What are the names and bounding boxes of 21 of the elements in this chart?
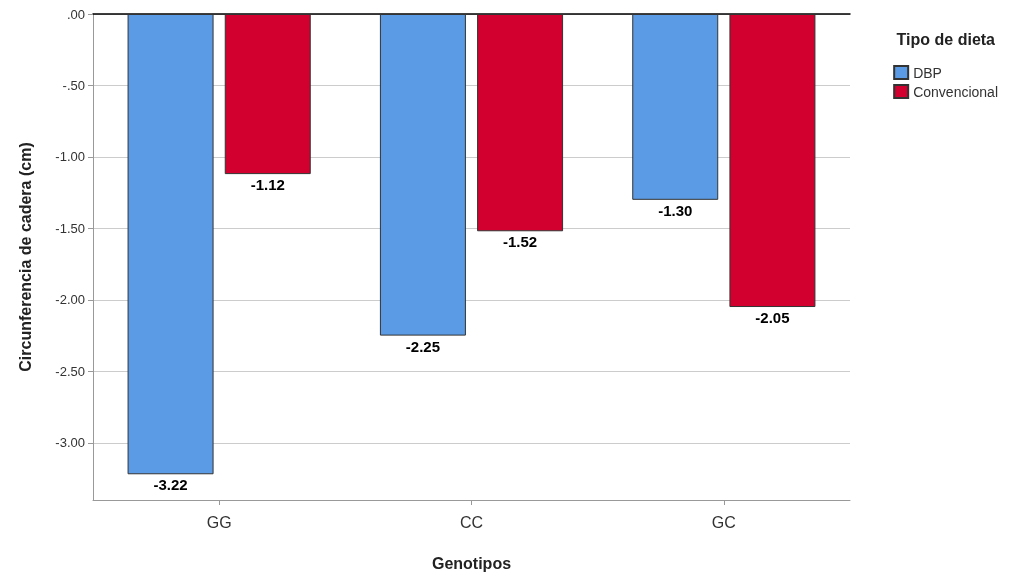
x-tick-label: CC [459,513,484,531]
data-label: -2.25 [405,337,441,355]
x-axis-title: Genotipos [431,554,512,572]
legend-title: Tipo de dieta [896,30,996,48]
data-label: -1.52 [502,233,538,251]
y-tick-label: .00 [66,6,85,22]
data-label: -1.12 [250,176,285,194]
x-tick-label: GC [711,513,736,531]
y-tick-label: -2.00 [55,292,85,308]
data-label: -2.05 [755,309,790,327]
y-axis-title: Circunferencia de cadera (cm) [16,142,34,372]
y-tick-label: -3.00 [55,435,85,451]
data-label: -1.30 [658,201,693,219]
legend-label: Convencional [913,83,999,100]
y-tick-label: -.50 [62,77,85,93]
y-tick-label: -2.50 [55,363,85,379]
x-tick-label: GG [206,513,232,531]
y-tick-label: -1.50 [55,220,85,236]
data-label: -3.22 [153,476,188,494]
legend-label: DBP [913,64,942,81]
y-tick-label: -1.00 [55,149,85,165]
